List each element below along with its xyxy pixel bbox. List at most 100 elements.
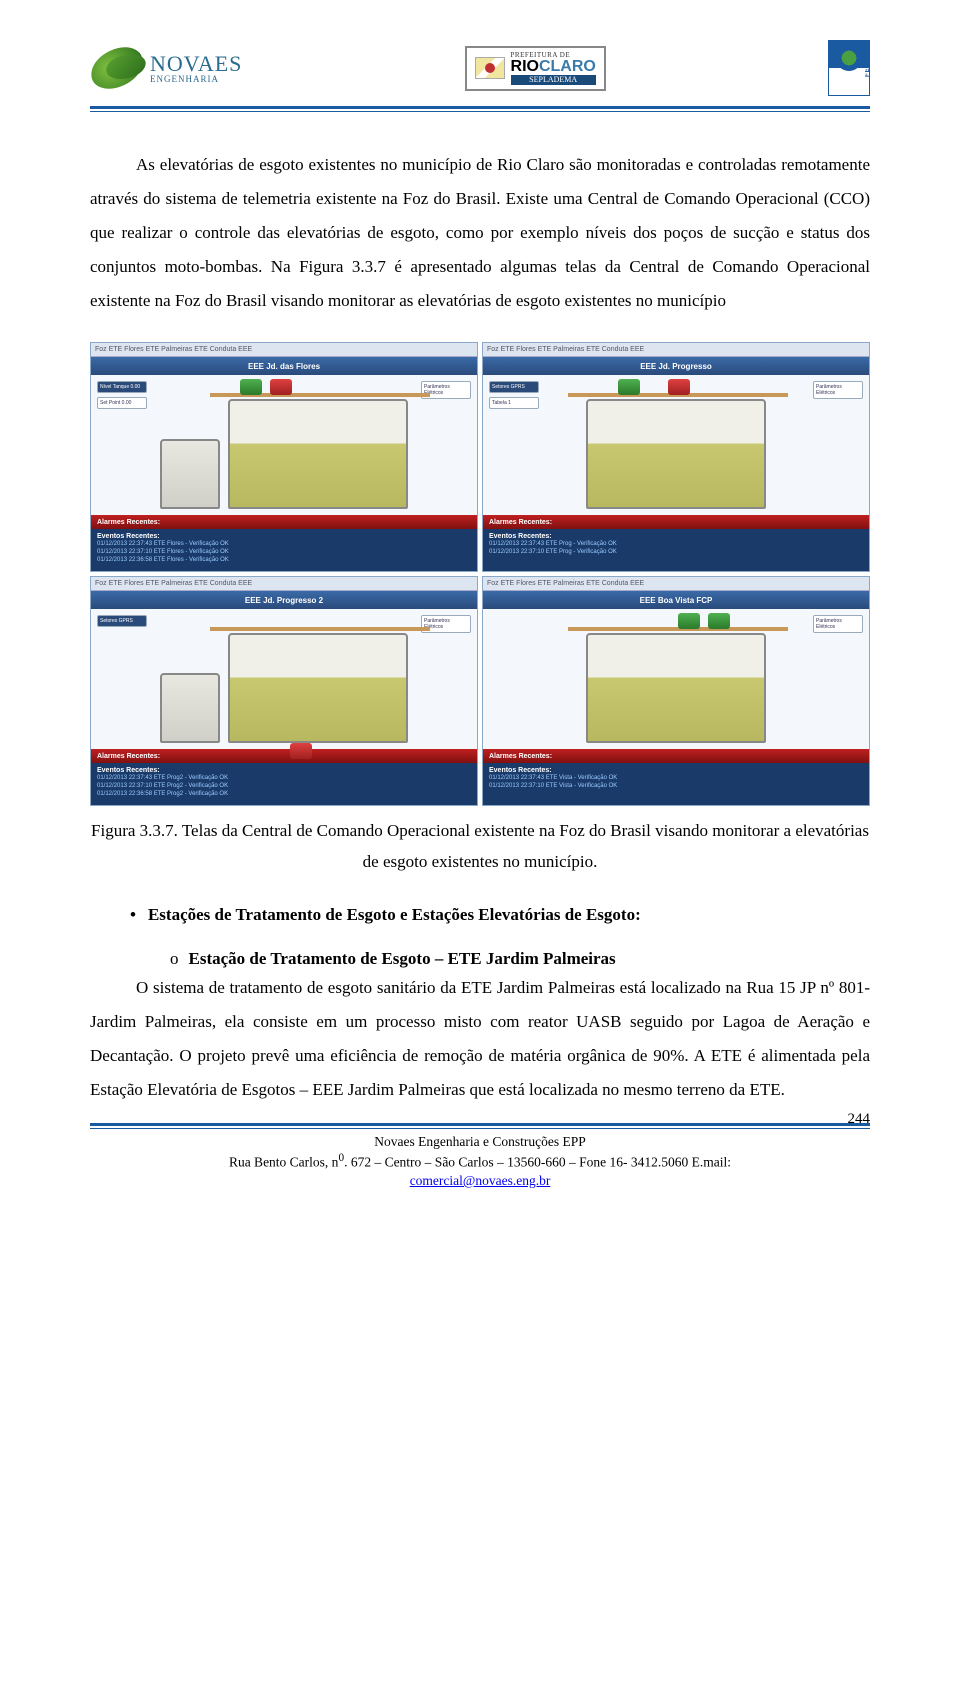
scr-right-panel: Parâmetros Elétricos	[813, 615, 863, 743]
pump-green-icon	[240, 379, 262, 395]
scr-left-panel	[489, 615, 539, 743]
scr-info-box: Set Point 0.00	[97, 397, 147, 409]
figure-caption: Figura 3.3.7. Telas da Central de Comand…	[90, 816, 870, 877]
scr-events-panel: Eventos Recentes:01/12/2013 22:37:43 ETE…	[91, 763, 477, 805]
pump-green-icon	[678, 613, 700, 629]
scr-info-box: Nível Tanque 0.00	[97, 381, 147, 393]
scr-right-panel: Parâmetros Elétricos	[421, 615, 471, 743]
page-footer: 244 Novaes Engenharia e Construções EPP …	[90, 1133, 870, 1190]
scada-screenshot: Foz ETE Flores ETE Palmeiras ETE Conduta…	[90, 342, 478, 572]
scr-body: Parâmetros Elétricos	[483, 609, 869, 749]
rioclaro-rio: RIO	[511, 58, 539, 75]
bullet-main-text: Estações de Tratamento de Esgoto e Estaç…	[148, 905, 641, 925]
footer-email-link[interactable]: comercial@novaes.eng.br	[410, 1173, 551, 1188]
main-tank-icon	[586, 399, 766, 509]
scr-info-box: Setores GPRS	[97, 615, 147, 627]
footer-line2: Rua Bento Carlos, n0. 672 – Centro – São…	[90, 1151, 870, 1172]
scr-title: EEE Jd. Progresso	[483, 357, 869, 375]
footer-line2a: Rua Bento Carlos, n	[229, 1155, 339, 1170]
rioclaro-logo: PREFEITURA DE RIOCLARO SEPLADEMA	[465, 46, 606, 91]
scr-info-box: Tabela 1	[489, 397, 539, 409]
scr-alarms-bar: Alarmes Recentes:	[483, 749, 869, 763]
scada-screenshot: Foz ETE Flores ETE Palmeiras ETE Conduta…	[482, 342, 870, 572]
scr-title: EEE Boa Vista FCP	[483, 591, 869, 609]
bullet-dot-icon: •	[130, 905, 136, 925]
rioclaro-main: RIOCLARO	[511, 59, 596, 75]
paragraph-1: As elevatórias de esgoto existentes no m…	[90, 148, 870, 318]
scr-event-row: 01/12/2013 22:37:43 ETE Prog2 - Verifica…	[97, 775, 471, 783]
scr-event-row: 01/12/2013 22:37:43 ETE Vista - Verifica…	[489, 775, 863, 783]
scr-menubar: Foz ETE Flores ETE Palmeiras ETE Conduta…	[91, 343, 477, 357]
fehidro-logo: FEHIDRO	[828, 40, 870, 96]
scr-tank-area	[545, 615, 807, 743]
small-tank-icon	[160, 673, 220, 743]
header-rule	[90, 106, 870, 112]
scr-event-row: 01/12/2013 22:36:58 ETE Prog2 - Verifica…	[97, 791, 471, 799]
scr-left-panel: Setores GPRS Tabela 1	[489, 381, 539, 509]
scr-events-title: Eventos Recentes:	[97, 766, 471, 775]
scr-event-row: 01/12/2013 22:37:10 ETE Flores - Verific…	[97, 549, 471, 557]
pump-green-icon	[618, 379, 640, 395]
rioclaro-text: PREFEITURA DE RIOCLARO SEPLADEMA	[511, 52, 596, 85]
scr-left-panel: Nível Tanque 0.00 Set Point 0.00	[97, 381, 147, 509]
footer-rule	[90, 1123, 870, 1129]
footer-line1: Novaes Engenharia e Construções EPP	[90, 1133, 870, 1151]
leaf-icon	[86, 43, 148, 94]
scr-event-row: 01/12/2013 22:37:10 ETE Prog2 - Verifica…	[97, 783, 471, 791]
scada-screenshot: Foz ETE Flores ETE Palmeiras ETE Conduta…	[90, 576, 478, 806]
scr-events-panel: Eventos Recentes:01/12/2013 22:37:43 ETE…	[483, 763, 869, 805]
novaes-text: NOVAES ENGENHARIA	[150, 53, 242, 84]
scr-alarms-bar: Alarmes Recentes:	[91, 749, 477, 763]
scada-screenshot: Foz ETE Flores ETE Palmeiras ETE Conduta…	[482, 576, 870, 806]
bullet-main: • Estações de Tratamento de Esgoto e Est…	[130, 905, 870, 925]
scr-title: EEE Jd. Progresso 2	[91, 591, 477, 609]
paragraph-2: O sistema de tratamento de esgoto sanitá…	[90, 971, 870, 1107]
screenshots-grid: Foz ETE Flores ETE Palmeiras ETE Conduta…	[90, 342, 870, 806]
scr-menubar: Foz ETE Flores ETE Palmeiras ETE Conduta…	[483, 343, 869, 357]
scr-event-row: 01/12/2013 22:36:58 ETE Flores - Verific…	[97, 557, 471, 565]
main-tank-icon	[586, 633, 766, 743]
scr-events-title: Eventos Recentes:	[489, 532, 863, 541]
scr-info-box: Parâmetros Elétricos	[813, 381, 863, 399]
pump-red-icon	[290, 743, 312, 759]
scr-right-panel: Parâmetros Elétricos	[421, 381, 471, 509]
sub-bullet: o Estação de Tratamento de Esgoto – ETE …	[170, 949, 870, 969]
bullet-section: • Estações de Tratamento de Esgoto e Est…	[90, 905, 870, 969]
rioclaro-flag-icon	[475, 57, 505, 79]
scr-tank-area	[153, 381, 415, 509]
page-number: 244	[848, 1109, 871, 1129]
scr-left-panel: Setores GPRS	[97, 615, 147, 743]
scr-event-row: 01/12/2013 22:37:10 ETE Prog - Verificaç…	[489, 549, 863, 557]
scr-events-title: Eventos Recentes:	[97, 532, 471, 541]
scr-menubar: Foz ETE Flores ETE Palmeiras ETE Conduta…	[91, 577, 477, 591]
novaes-main: NOVAES	[150, 53, 242, 75]
rioclaro-claro: CLARO	[539, 58, 596, 75]
scr-event-row: 01/12/2013 22:37:43 ETE Flores - Verific…	[97, 541, 471, 549]
scr-title: EEE Jd. das Flores	[91, 357, 477, 375]
scr-events-panel: Eventos Recentes:01/12/2013 22:37:43 ETE…	[91, 529, 477, 571]
rioclaro-sub: SEPLADEMA	[511, 75, 596, 85]
scr-body: Setores GPRS Parâmetros Elétricos	[91, 609, 477, 749]
scr-body: Nível Tanque 0.00 Set Point 0.00 Parâmetro…	[91, 375, 477, 515]
scr-events-title: Eventos Recentes:	[489, 766, 863, 775]
scr-tank-area	[153, 615, 415, 743]
scr-events-panel: Eventos Recentes:01/12/2013 22:37:43 ETE…	[483, 529, 869, 571]
pipe-icon	[210, 627, 430, 631]
fehidro-label: FEHIDRO	[865, 43, 871, 77]
scr-menubar: Foz ETE Flores ETE Palmeiras ETE Conduta…	[483, 577, 869, 591]
novaes-logo: NOVAES ENGENHARIA	[90, 49, 242, 87]
small-tank-icon	[160, 439, 220, 509]
scr-info-box: Parâmetros Elétricos	[813, 615, 863, 633]
page: NOVAES ENGENHARIA PREFEITURA DE RIOCLARO…	[0, 0, 960, 1695]
scr-tank-area	[545, 381, 807, 509]
scr-right-panel: Parâmetros Elétricos	[813, 381, 863, 509]
pump-red-icon	[270, 379, 292, 395]
main-tank-icon	[228, 633, 408, 743]
scr-event-row: 01/12/2013 22:37:43 ETE Prog - Verificaç…	[489, 541, 863, 549]
scr-alarms-bar: Alarmes Recentes:	[91, 515, 477, 529]
scr-info-box: Setores GPRS	[489, 381, 539, 393]
scr-event-row: 01/12/2013 22:37:10 ETE Vista - Verifica…	[489, 783, 863, 791]
sub-bullet-text: Estação de Tratamento de Esgoto – ETE Ja…	[189, 949, 616, 969]
pump-red-icon	[668, 379, 690, 395]
scr-alarms-bar: Alarmes Recentes:	[483, 515, 869, 529]
